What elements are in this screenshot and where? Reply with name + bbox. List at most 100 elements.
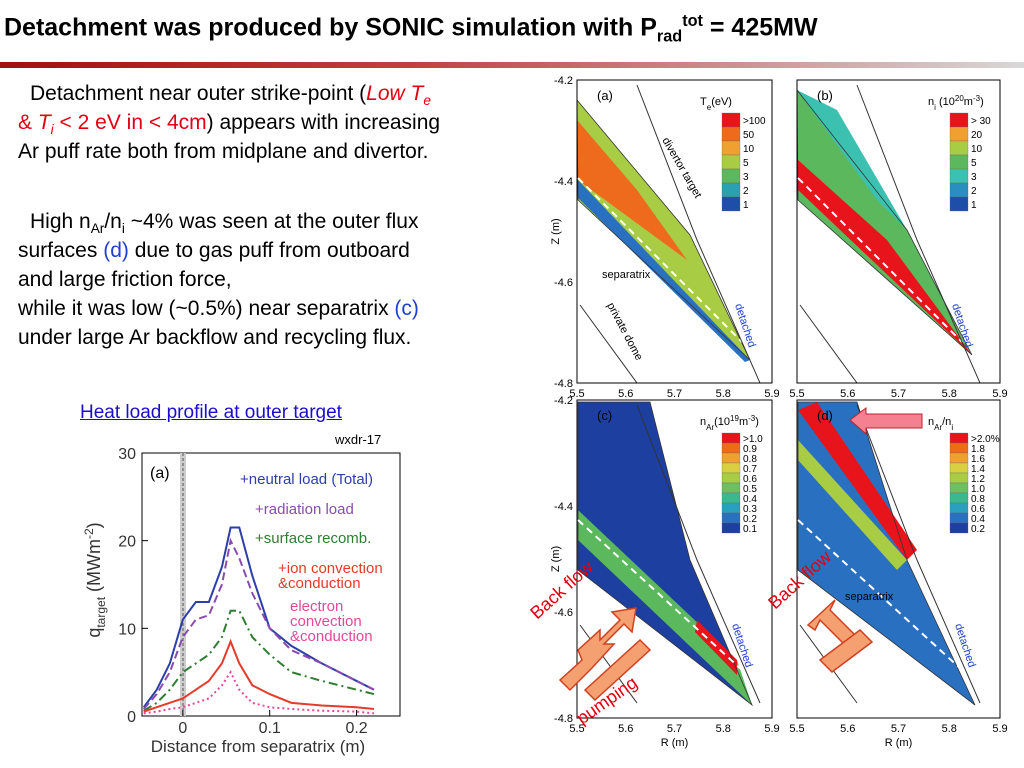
text: i [51, 122, 54, 137]
colorbar-title-part: 20 [955, 94, 964, 103]
colorbar-title-part: (10 [714, 416, 730, 428]
text: High n [30, 210, 91, 233]
y-tick-label: 0 [127, 709, 136, 726]
y-tick-label: 30 [118, 446, 136, 463]
series-line [143, 609, 375, 712]
colorbar-swatch [949, 182, 969, 198]
x-axis-label: Distance from separatrix (m) [151, 737, 365, 756]
x-tick-label: 5.9 [764, 723, 779, 735]
colorbar-swatch [949, 472, 969, 484]
field-band [578, 402, 752, 705]
x-tick-label: 0 [178, 720, 187, 737]
colorbar-title: ni (1020m-3) [928, 94, 984, 112]
text: ~4% was seen at the outer flux [124, 210, 419, 233]
colorbar-swatch [721, 154, 741, 170]
backflow-arrow-c [558, 607, 652, 702]
colorbar-swatch [949, 512, 969, 524]
x-tick-label: 5.6 [618, 723, 633, 735]
title: Detachment was produced by SONIC simulat… [4, 12, 818, 46]
x-tick-label: 5.9 [764, 388, 779, 400]
colorbar-swatch [949, 112, 969, 128]
colorbar-label: 0.8 [743, 454, 757, 465]
field-band [798, 402, 975, 705]
series-label: +ion convection &conduction [278, 560, 383, 592]
title-text: = 425MW [702, 13, 818, 42]
colorbar-title-part: m [739, 416, 748, 428]
map-panel: (c) 5.5 5.6 5.7 5.8 5.9 -4.2 -4.4 -4.6 -4.8 Z (m) R… [526, 395, 779, 749]
text: Ar [90, 221, 105, 237]
text: Low T [366, 82, 424, 105]
x-tick-label: 5.8 [716, 388, 731, 400]
annotation: detached [949, 302, 974, 349]
x-tick-label: 5.5 [569, 388, 584, 400]
colorbar-label: 5 [971, 158, 977, 169]
series-line [143, 638, 375, 713]
y-tick-label: -4.4 [554, 501, 573, 513]
colorbar-swatch [721, 482, 741, 494]
colorbar-label: 20 [971, 130, 983, 141]
colorbar-swatch [721, 182, 741, 198]
text: Ar puff rate both from midplane and dive… [18, 140, 429, 163]
series-line [142, 526, 375, 708]
y-axis-label: Z (m) [550, 546, 562, 572]
text: due to gas puff from outboard [128, 239, 410, 262]
colorbar-title-part: Ar [706, 423, 714, 432]
series-label: +neutral load (Total) [240, 471, 373, 488]
x-tick-label: 5.5 [789, 388, 804, 400]
x-tick-label: 5.9 [992, 388, 1007, 400]
colorbar-swatch [949, 482, 969, 494]
colorbar-title-part: n [700, 416, 706, 428]
series-label: electron convection &conduction [290, 598, 373, 645]
y-label-part: ) [84, 522, 104, 528]
x-tick-label: 5.5 [789, 723, 804, 735]
colorbar-title-part: ) [980, 96, 984, 108]
colorbar-label: 1.4 [971, 464, 985, 475]
y-axis-label: Z (m) [550, 218, 562, 244]
colorbar-swatch [949, 154, 969, 170]
colorbar-label: 0.5 [743, 484, 757, 495]
arrow [818, 629, 874, 673]
wall [856, 404, 981, 704]
text: i [50, 122, 54, 138]
annotation: Back flow [764, 546, 835, 613]
y-tick-label: -4.8 [554, 713, 573, 725]
colorbar-swatch [721, 112, 741, 128]
colorbar-label: 3 [971, 172, 977, 183]
y-tick-label: -4.8 [554, 378, 573, 390]
title-text: Detachment was produced by SONIC simulat… [4, 13, 657, 42]
colorbar-label: 2 [743, 186, 749, 197]
x-tick-label: 5.7 [667, 723, 682, 735]
text: (c) [394, 297, 419, 320]
map-panel: (a) 5.5 5.6 5.7 5.8 5.9 -4.2 -4.4 -4.6 -4.8 Z (m) T… [550, 75, 780, 400]
x-axis-label: R (m) [885, 737, 913, 749]
annotation: separatrix [602, 269, 651, 281]
text: /n [104, 210, 122, 233]
y-tick-label: -4.6 [554, 607, 573, 619]
colorbar-label: 0.6 [971, 504, 985, 515]
colorbar-label: 1.2 [971, 474, 985, 485]
colorbar-title-part: m [964, 96, 973, 108]
colorbar-title-part: Ar [934, 423, 942, 432]
text: (d) [103, 239, 129, 262]
colorbar-swatch [721, 442, 741, 454]
colorbar-label: 0.8 [971, 494, 985, 505]
colorbar-swatch [949, 492, 969, 504]
x-tick-label: 0.1 [259, 720, 281, 737]
text: e [423, 93, 431, 109]
panel-label: (a) [150, 465, 170, 482]
y-axis-label: qtarget (MWm-2) [82, 522, 108, 637]
colorbar-label: 5 [743, 158, 749, 169]
y-tick-label: -4.2 [554, 395, 573, 407]
wall [636, 84, 761, 384]
colorbar-title-part: 19 [730, 414, 739, 423]
series-line [143, 670, 375, 715]
text: & [18, 111, 38, 134]
arrow [583, 638, 652, 702]
gas-puff-arrow [849, 407, 923, 436]
separatrix [577, 177, 743, 343]
domain-outline [576, 98, 751, 361]
colorbar-title-part: n [928, 416, 934, 428]
colorbar-label: 1.8 [971, 444, 985, 455]
title-rule [0, 62, 1024, 68]
link[interactable]: Heat load profile at outer target [80, 402, 342, 423]
